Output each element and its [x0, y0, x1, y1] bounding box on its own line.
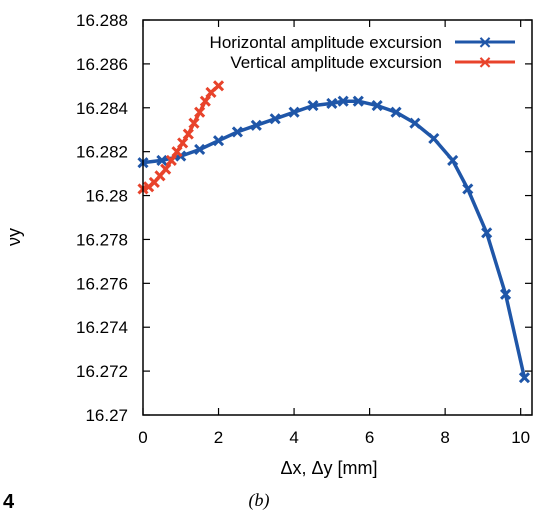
x-axis-label: Δx, Δy [mm]: [280, 458, 377, 478]
x-tick-label: 2: [214, 428, 223, 447]
data-point-marker: [231, 126, 243, 138]
legend-marker-horizontal: ×: [477, 32, 492, 53]
y-tick-label: 16.286: [76, 55, 128, 74]
figure-caption: (b): [249, 490, 270, 511]
y-tick-label: 16.276: [76, 274, 128, 293]
x-tick-labels: 0 2 4 6 8 10: [138, 428, 530, 447]
data-point-marker: [194, 143, 206, 156]
data-point-marker: [182, 128, 194, 140]
data-point-marker: [462, 183, 474, 195]
data-point-marker: [269, 113, 281, 125]
data-point-marker: [250, 119, 262, 131]
legend-marker-vertical: ×: [477, 52, 492, 73]
x-tick-label: 6: [365, 428, 374, 447]
data-point-marker: [337, 95, 349, 107]
data-point-marker: [390, 106, 402, 118]
figure-number-fragment: 4: [3, 491, 15, 513]
legend: Horizontal amplitude excursion × Vertica…: [210, 32, 515, 73]
y-tick-labels: 16.27 16.272 16.274 16.276 16.278 16.28 16.282…: [76, 11, 128, 425]
data-point-marker: [160, 163, 172, 175]
data-point-marker: [352, 95, 364, 107]
data-point-marker: [177, 137, 189, 149]
y-tick-label: 16.284: [76, 99, 128, 118]
data-point-marker: [188, 117, 200, 129]
y-tick-label: 16.28: [85, 187, 128, 206]
x-tick-label: 10: [511, 428, 530, 447]
y-tick-label: 16.272: [76, 362, 128, 381]
y-tick-label: 16.274: [76, 318, 128, 337]
data-point-marker: [212, 135, 225, 147]
series-layer: [137, 80, 531, 384]
series-horizontal: [137, 95, 531, 384]
y-tick-label: 16.288: [76, 11, 128, 30]
data-point-marker: [171, 146, 183, 158]
x-tick-label: 4: [289, 428, 298, 447]
x-tick-label: 0: [138, 428, 147, 447]
axis-ticks: [142, 19, 532, 416]
data-point-marker: [156, 154, 168, 167]
plot-frame: [142, 19, 533, 416]
y-tick-label: 16.282: [76, 143, 128, 162]
data-point-marker: [307, 100, 319, 112]
legend-label-horizontal: Horizontal amplitude excursion: [210, 33, 442, 52]
data-point-marker: [199, 95, 211, 107]
x-tick-label: 8: [440, 428, 449, 447]
data-point-marker: [428, 132, 440, 145]
data-point-marker: [447, 154, 459, 167]
series-vertical: [137, 80, 225, 195]
series-line: [142, 99, 527, 379]
data-point-marker: [518, 372, 531, 384]
y-axis-label: νy: [4, 228, 24, 246]
data-point-marker: [212, 80, 225, 92]
data-point-marker: [481, 227, 493, 239]
data-point-marker: [500, 288, 512, 300]
data-point-marker: [288, 106, 300, 118]
data-point-marker: [371, 100, 383, 112]
data-point-marker: [165, 154, 177, 167]
y-tick-label: 16.278: [76, 230, 128, 249]
data-point-marker: [409, 117, 421, 129]
data-point-marker: [194, 106, 206, 118]
data-point-marker: [326, 97, 338, 109]
legend-label-vertical: Vertical amplitude excursion: [230, 53, 442, 72]
y-tick-label: 16.27: [85, 406, 128, 425]
